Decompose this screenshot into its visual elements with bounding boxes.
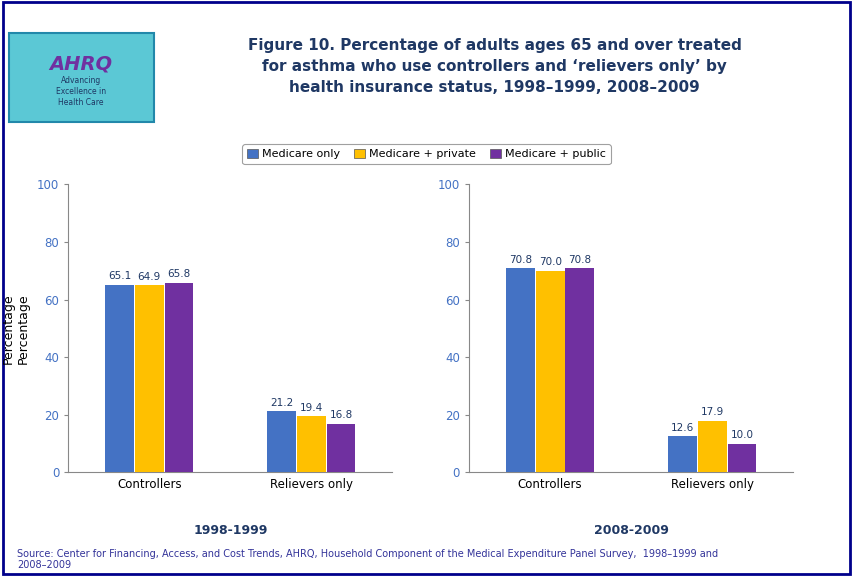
- Bar: [535, 271, 564, 472]
- Bar: [505, 268, 534, 472]
- Text: Advancing
Excellence in
Health Care: Advancing Excellence in Health Care: [56, 76, 106, 107]
- Bar: [164, 283, 193, 472]
- Text: 64.9: 64.9: [137, 272, 161, 282]
- Text: 17.9: 17.9: [699, 407, 723, 417]
- Text: Percentage: Percentage: [2, 293, 15, 363]
- Bar: [697, 420, 726, 472]
- Text: 21.2: 21.2: [270, 398, 293, 408]
- Text: 70.0: 70.0: [538, 257, 561, 267]
- Bar: [296, 416, 325, 472]
- Text: 70.8: 70.8: [567, 255, 590, 265]
- Bar: [267, 411, 296, 472]
- Text: 16.8: 16.8: [329, 411, 352, 420]
- Text: Figure 10. Percentage of adults ages 65 and over treated
for asthma who use cont: Figure 10. Percentage of adults ages 65 …: [248, 38, 740, 95]
- Text: AHRQ: AHRQ: [49, 55, 112, 74]
- Text: 10.0: 10.0: [729, 430, 752, 440]
- Bar: [667, 436, 696, 472]
- Text: 65.1: 65.1: [108, 271, 131, 282]
- FancyBboxPatch shape: [9, 33, 153, 122]
- Text: 2008-2009: 2008-2009: [593, 524, 668, 537]
- Bar: [135, 286, 164, 472]
- Text: 70.8: 70.8: [509, 255, 532, 265]
- Bar: [565, 268, 594, 472]
- Bar: [105, 285, 134, 472]
- Text: Source: Center for Financing, Access, and Cost Trends, AHRQ, Household Component: Source: Center for Financing, Access, an…: [17, 548, 717, 570]
- Text: 19.4: 19.4: [299, 403, 323, 413]
- Text: 1998-1999: 1998-1999: [193, 524, 268, 537]
- Bar: [727, 444, 756, 472]
- Legend: Medicare only, Medicare + private, Medicare + public: Medicare only, Medicare + private, Medic…: [242, 145, 610, 164]
- Bar: [326, 424, 355, 472]
- Y-axis label: Percentage: Percentage: [17, 293, 30, 363]
- Text: 12.6: 12.6: [671, 423, 694, 433]
- Text: 65.8: 65.8: [167, 270, 190, 279]
